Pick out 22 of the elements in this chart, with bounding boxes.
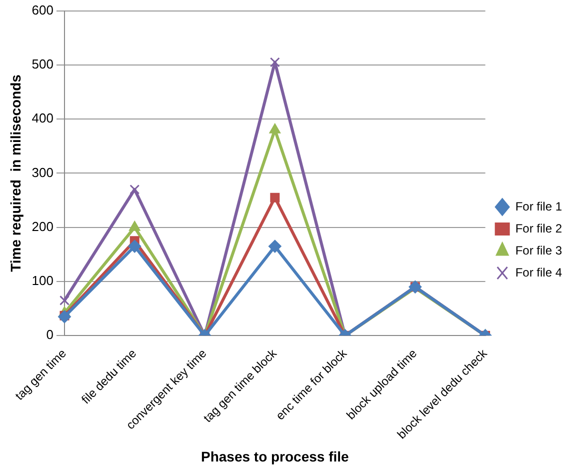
- legend-label: For file 3: [515, 243, 562, 258]
- y-tick-label: 400: [32, 110, 54, 126]
- y-axis-title: Time required in miliseconds: [7, 74, 24, 272]
- point: [60, 295, 70, 306]
- y-tick-label: 0: [46, 327, 54, 342]
- y-tick-label: 600: [32, 2, 54, 18]
- point: [128, 240, 142, 253]
- point: [128, 220, 140, 231]
- x-axis-title: Phases to process file: [200, 448, 350, 464]
- y-tick-label: 100: [32, 273, 54, 288]
- y-tick-label: 300: [32, 164, 54, 180]
- point: [268, 240, 282, 253]
- x-tick-label: tag gen time: [12, 346, 70, 403]
- y-tick-label: 200: [32, 218, 54, 234]
- y-tick-label: 500: [32, 56, 54, 72]
- point: [130, 184, 140, 194]
- legend-label: For file 1: [515, 199, 562, 214]
- point: [58, 310, 71, 324]
- point: [270, 57, 280, 68]
- legend-label: For file 4: [515, 265, 562, 280]
- legend-label: For file 2: [515, 221, 562, 236]
- point: [270, 192, 280, 202]
